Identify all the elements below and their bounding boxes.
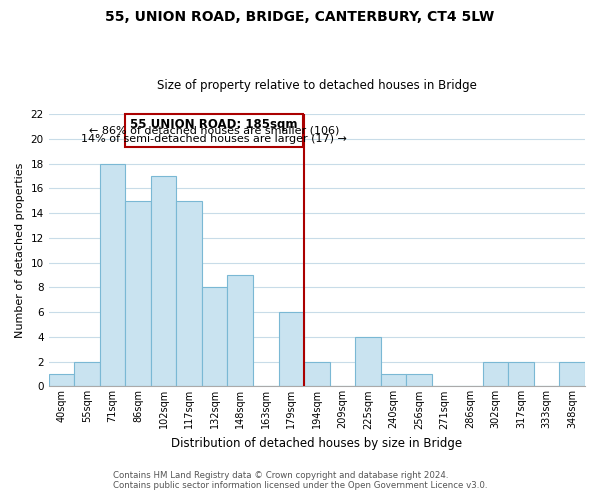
Bar <box>125 200 151 386</box>
Text: ← 86% of detached houses are smaller (106): ← 86% of detached houses are smaller (10… <box>89 125 339 135</box>
Bar <box>380 374 406 386</box>
Bar <box>49 374 74 386</box>
Bar <box>227 275 253 386</box>
Title: Size of property relative to detached houses in Bridge: Size of property relative to detached ho… <box>157 79 477 92</box>
Bar <box>74 362 100 386</box>
Bar <box>151 176 176 386</box>
Bar <box>304 362 329 386</box>
Bar <box>355 337 380 386</box>
Text: 55 UNION ROAD: 185sqm: 55 UNION ROAD: 185sqm <box>130 118 298 130</box>
Bar <box>278 312 304 386</box>
Bar <box>100 164 125 386</box>
Y-axis label: Number of detached properties: Number of detached properties <box>15 162 25 338</box>
FancyBboxPatch shape <box>125 114 303 148</box>
Bar <box>483 362 508 386</box>
Bar <box>176 200 202 386</box>
Bar <box>406 374 432 386</box>
Bar <box>559 362 585 386</box>
Text: 55, UNION ROAD, BRIDGE, CANTERBURY, CT4 5LW: 55, UNION ROAD, BRIDGE, CANTERBURY, CT4 … <box>106 10 494 24</box>
X-axis label: Distribution of detached houses by size in Bridge: Distribution of detached houses by size … <box>171 437 463 450</box>
Bar <box>202 288 227 386</box>
Bar <box>508 362 534 386</box>
Text: 14% of semi-detached houses are larger (17) →: 14% of semi-detached houses are larger (… <box>81 134 347 144</box>
Text: Contains HM Land Registry data © Crown copyright and database right 2024.
Contai: Contains HM Land Registry data © Crown c… <box>113 470 487 490</box>
